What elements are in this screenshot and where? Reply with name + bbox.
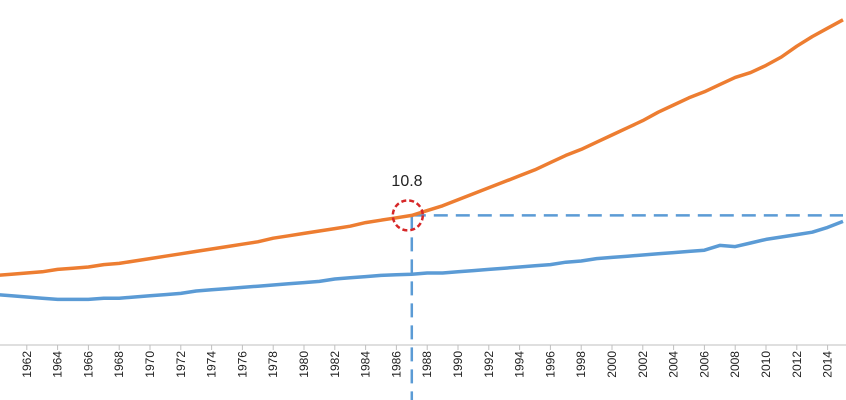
x-tick-label: 2000 — [605, 351, 619, 378]
x-tick-label: 1974 — [205, 351, 219, 378]
x-tick-label: 1986 — [389, 351, 403, 378]
x-tick-label: 2006 — [697, 351, 711, 378]
x-tick-label: 1962 — [20, 351, 34, 378]
annotation-label: 10.8 — [391, 173, 422, 190]
x-tick-label: 1980 — [297, 351, 311, 378]
x-tick-label: 2008 — [728, 351, 742, 378]
series-line — [0, 18, 844, 277]
x-tick-label: 1960 — [0, 351, 3, 378]
x-tick-label: 1972 — [174, 351, 188, 378]
x-tick-label: 2004 — [667, 351, 681, 378]
series-line — [0, 219, 844, 302]
x-tick-label: 1996 — [543, 351, 557, 378]
x-tick-label: 1992 — [482, 351, 496, 378]
x-tick-label: 1978 — [266, 351, 280, 378]
x-tick-label: 1976 — [235, 351, 249, 378]
x-tick-label: 2010 — [759, 351, 773, 378]
x-tick-label: 2012 — [790, 351, 804, 378]
x-tick-label: 1966 — [81, 351, 95, 378]
x-tick-label: 2002 — [636, 351, 650, 378]
x-tick-label: 1988 — [420, 351, 434, 378]
x-tick-label: 1990 — [451, 351, 465, 378]
annotation-marker — [391, 199, 425, 232]
x-tick-label: 1994 — [513, 351, 527, 378]
x-tick-label: 1982 — [328, 351, 342, 378]
x-tick-label: 1998 — [574, 351, 588, 378]
x-tick-label: 1970 — [143, 351, 157, 378]
x-tick-label: 2014 — [821, 351, 835, 378]
x-tick-label: 1984 — [359, 351, 373, 378]
x-tick-label: 1968 — [112, 351, 126, 378]
x-tick-label: 1964 — [51, 351, 65, 378]
